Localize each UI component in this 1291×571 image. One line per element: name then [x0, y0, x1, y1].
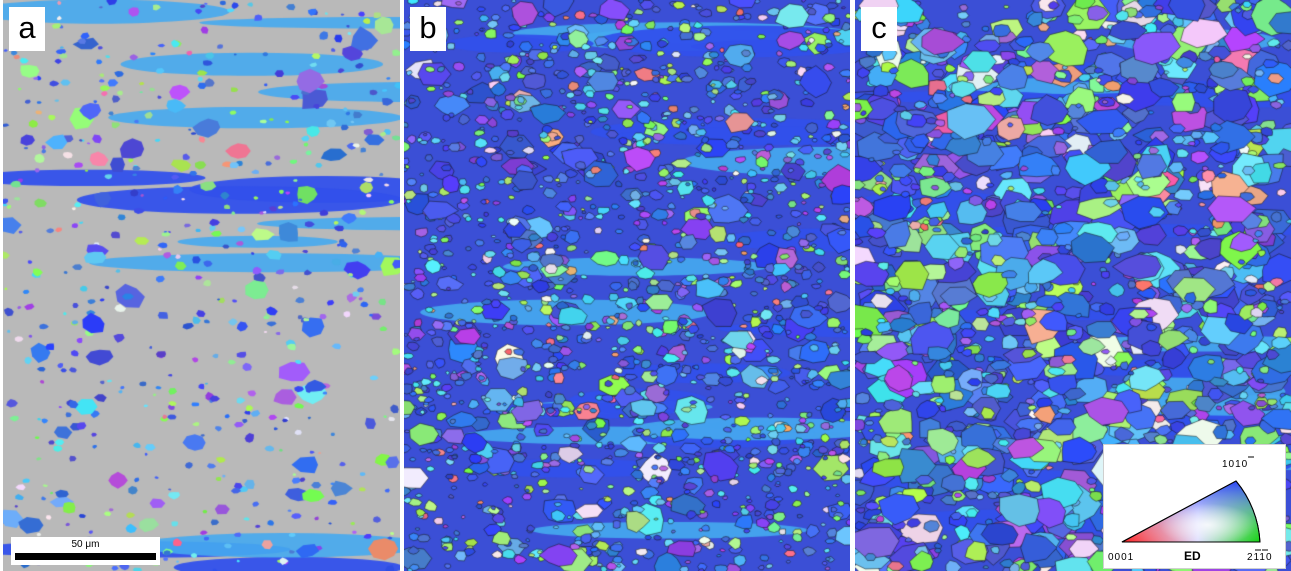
scale-bar-line — [15, 553, 156, 560]
ipf-color-key-legend: 1010 0001 ED 2110 — [1103, 444, 1286, 569]
ipf-map-a — [3, 0, 400, 571]
scale-bar: 50 μm — [11, 537, 160, 565]
corner-label-2110: 2110 — [1247, 552, 1273, 563]
panel-c-orientation-map: c — [855, 0, 1291, 571]
legend-title-ed: ED — [1184, 549, 1201, 563]
panel-label-c: c — [861, 7, 897, 51]
corner-label-0001: 0001 — [1108, 552, 1134, 563]
panel-a-orientation-map: a 50 μm — [3, 0, 400, 571]
corner-label-1010: 1010 — [1222, 459, 1248, 470]
ipf-triangle-svg: 1010 0001 ED 2110 — [1108, 456, 1273, 563]
panel-label-a: a — [9, 7, 45, 51]
panel-label-b: b — [410, 7, 446, 51]
panel-b-orientation-map: b — [404, 0, 850, 571]
ipf-map-b — [404, 0, 850, 571]
scale-bar-label: 50 μm — [71, 539, 100, 550]
